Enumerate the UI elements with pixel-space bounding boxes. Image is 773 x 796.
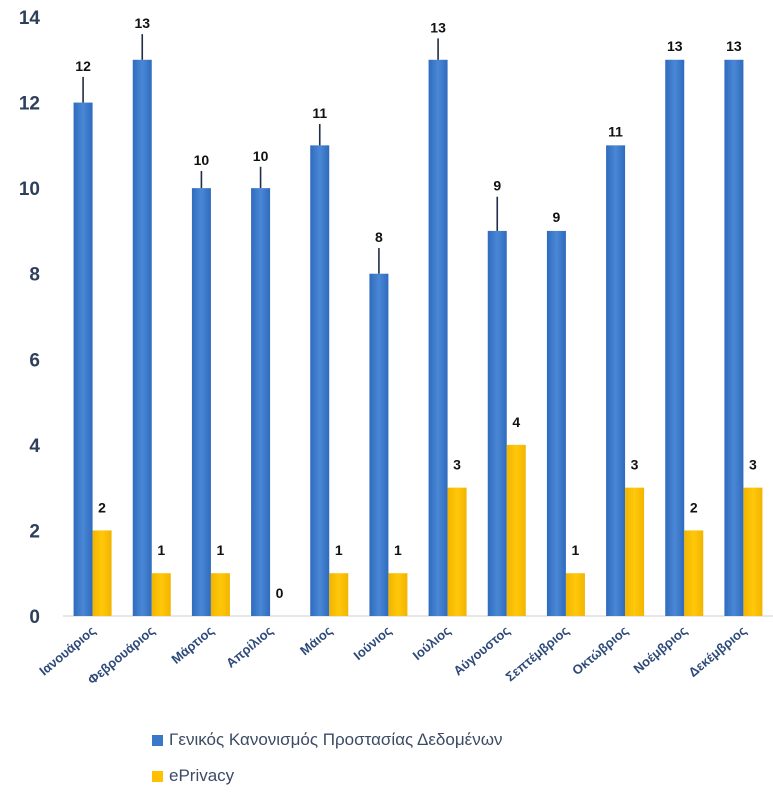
data-label-series2-3: 0 [276, 585, 284, 601]
data-label-series2-9: 3 [631, 457, 639, 473]
x-tick-label-6: Ιούλιος [410, 623, 454, 663]
bar-series1-10 [665, 59, 685, 617]
bar-series2-5 [388, 573, 408, 616]
y-tick-label-0: 0 [29, 607, 40, 628]
data-label-series2-6: 3 [453, 457, 461, 473]
bar-series1-3 [251, 188, 271, 616]
x-tick-label-5: Ιούνιος [350, 623, 394, 663]
bar-series2-2 [210, 573, 230, 616]
data-label-series1-7: 9 [493, 178, 501, 194]
bar-series1-0 [73, 102, 93, 617]
data-label-series2-10: 2 [690, 499, 698, 515]
y-tick-label-8: 8 [29, 265, 40, 286]
data-label-series2-11: 3 [749, 457, 757, 473]
y-tick-label-10: 10 [19, 179, 40, 200]
y-tick-label-4: 4 [29, 436, 40, 457]
data-label-series1-1: 13 [134, 15, 150, 31]
x-tick-label-10: Νοέμβριος [630, 623, 690, 677]
legend-label-series-2: ePrivacy [169, 766, 235, 785]
bar-series2-4 [329, 573, 349, 616]
legend-item-series-2: ePrivacy [152, 766, 234, 786]
x-tick-label-0: Ιανουάριος [36, 623, 98, 679]
bar-series1-4 [310, 145, 330, 616]
legend-label-series-1: Γενικός Κανονισμός Προστασίας Δεδομένων [169, 730, 503, 749]
data-label-series2-1: 1 [157, 542, 165, 558]
data-label-series2-8: 1 [572, 542, 580, 558]
data-label-series1-2: 10 [194, 152, 210, 168]
data-label-series1-4: 11 [312, 105, 327, 121]
data-label-series2-0: 2 [98, 499, 106, 515]
data-label-series1-5: 8 [375, 229, 383, 245]
legend-swatch-series-1 [152, 734, 163, 746]
data-label-series1-6: 13 [430, 19, 446, 35]
data-label-series1-11: 13 [726, 38, 742, 54]
y-tick-label-12: 12 [19, 94, 40, 115]
bar-series2-0 [92, 530, 112, 616]
x-tick-label-4: Μάιος [297, 623, 335, 659]
bar-series2-7 [506, 444, 526, 616]
x-tick-label-9: Οκτώβριος [569, 623, 631, 678]
data-label-series2-2: 1 [217, 542, 225, 558]
bar-series1-2 [191, 188, 211, 616]
y-tick-label-2: 2 [29, 521, 40, 542]
bar-series2-11 [743, 487, 763, 616]
data-label-series1-3: 10 [253, 148, 269, 164]
legend-swatch-series-2 [152, 770, 163, 782]
bar-series1-8 [546, 230, 566, 616]
data-label-series1-10: 13 [667, 38, 683, 54]
bar-series2-6 [447, 487, 467, 616]
y-tick-label-14: 14 [19, 8, 41, 29]
data-label-series2-7: 4 [512, 414, 520, 430]
x-tick-label-8: Σεπτέμβριος [503, 623, 572, 685]
bar-series1-7 [487, 230, 507, 616]
data-label-series2-5: 1 [394, 542, 402, 558]
bar-chart: 02468101214122Ιανουάριος131Φεβρουάριος10… [19, 8, 773, 687]
data-label-series2-4: 1 [335, 542, 343, 558]
bar-series2-9 [625, 487, 645, 616]
x-tick-label-3: Απρίλιος [223, 623, 276, 671]
bar-series1-9 [606, 145, 626, 616]
data-label-series1-8: 9 [553, 209, 561, 225]
bar-series1-1 [132, 59, 152, 617]
y-tick-label-6: 6 [29, 350, 40, 371]
bar-series2-10 [684, 530, 704, 616]
bar-series1-5 [369, 273, 389, 616]
data-label-series1-9: 11 [608, 123, 623, 139]
bar-series2-8 [565, 573, 585, 616]
legend-item-series-1: Γενικός Κανονισμός Προστασίας Δεδομένων [152, 730, 503, 750]
bar-series1-6 [428, 59, 448, 617]
bar-series1-11 [724, 59, 744, 617]
x-tick-label-2: Μάρτιος [168, 623, 217, 667]
x-tick-label-7: Αύγουστος [450, 623, 512, 679]
data-label-series1-0: 12 [75, 58, 91, 74]
x-tick-label-11: Δεκέμβριος [685, 623, 749, 680]
bar-series2-1 [151, 573, 171, 616]
